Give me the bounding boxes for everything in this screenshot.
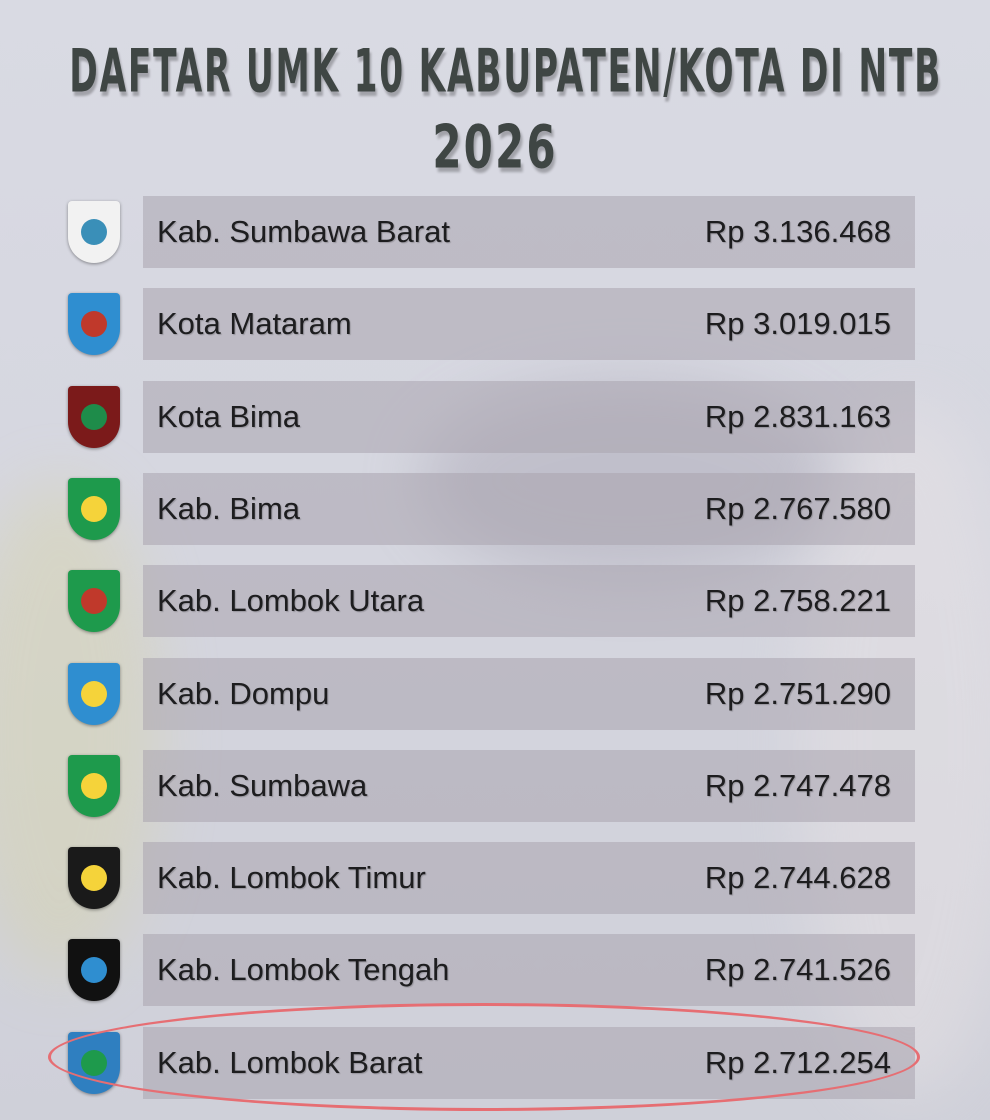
umk-value: Rp 3.136.468	[704, 214, 891, 249]
umk-value: Rp 2.751.290	[704, 675, 891, 711]
lombok-utara-emblem-icon	[60, 565, 128, 637]
region-name: Kab. Bima	[157, 490, 301, 526]
dompu-emblem-icon	[60, 658, 128, 730]
list-item: Kota Mataram Rp 3.019.015	[143, 288, 915, 361]
list-item: Kab. Bima Rp 2.767.580	[143, 472, 915, 545]
umk-value: Rp 2.747.478	[704, 767, 891, 803]
region-name: Kab. Dompu	[157, 675, 330, 711]
umk-value: Rp 3.019.015	[704, 306, 891, 342]
page-title: DAFTAR UMK 10 KABUPATEN/KOTA DI NTB	[69, 37, 943, 107]
kota-bima-emblem-icon	[60, 381, 128, 453]
umk-value: Rp 2.744.628	[704, 860, 891, 896]
umk-value: Rp 2.758.221	[704, 583, 891, 619]
sumbawa-emblem-icon	[60, 750, 128, 822]
sumbawa-barat-emblem-icon	[60, 196, 128, 268]
list-item: Kab. Lombok Timur Rp 2.744.628	[143, 842, 915, 915]
lombok-timur-emblem-icon	[60, 842, 128, 914]
kab-bima-emblem-icon	[60, 473, 128, 545]
list-item: Kab. Lombok Tengah Rp 2.741.526	[143, 934, 915, 1007]
list-item: Kab. Sumbawa Barat Rp 3.136.468	[143, 196, 915, 268]
list-item: Kota Bima Rp 2.831.163	[143, 380, 915, 453]
list-item: Kab. Sumbawa Rp 2.747.478	[143, 749, 915, 822]
list-item: Kab. Lombok Utara Rp 2.758.221	[143, 565, 915, 638]
region-name: Kab. Lombok Timur	[157, 860, 426, 896]
umk-value: Rp 2.767.580	[704, 490, 891, 526]
lombok-tengah-emblem-icon	[60, 934, 128, 1006]
region-name: Kab. Sumbawa	[157, 767, 368, 803]
region-name: Kab. Sumbawa Barat	[157, 214, 450, 249]
page-subtitle-year: 2026	[432, 113, 558, 183]
mataram-emblem-icon	[60, 288, 128, 360]
region-name: Kab. Lombok Tengah	[157, 952, 450, 988]
region-name: Kab. Lombok Utara	[157, 583, 425, 619]
region-name: Kota Mataram	[157, 306, 352, 342]
umk-value: Rp 2.831.163	[704, 398, 891, 434]
region-name: Kota Bima	[157, 398, 301, 434]
highlight-circle	[48, 1003, 920, 1111]
umk-value: Rp 2.741.526	[704, 952, 891, 988]
list-item: Kab. Dompu Rp 2.751.290	[143, 657, 915, 730]
